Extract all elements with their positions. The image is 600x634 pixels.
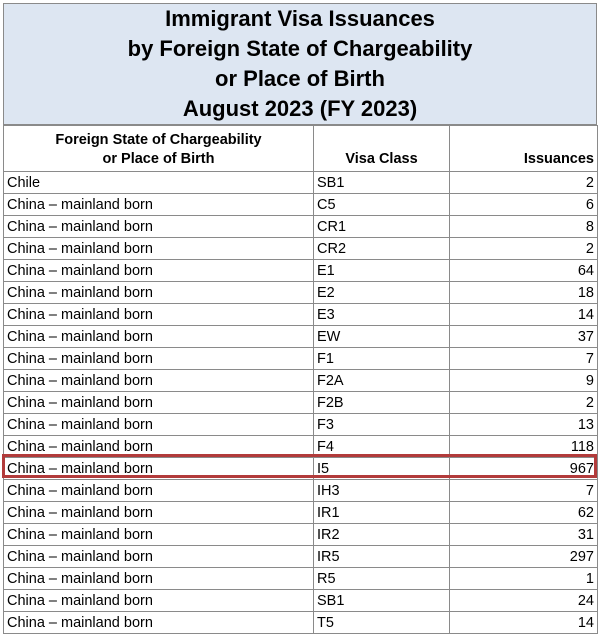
visa-class-cell: IR2 [313,523,450,546]
visa-class-cell: CR2 [313,237,450,260]
issuances-cell: 31 [449,523,598,546]
visa-class-cell: CR1 [313,215,450,238]
visa-class-cell: SB1 [313,171,450,194]
issuances-cell: 37 [449,325,598,348]
visa-class-cell: E3 [313,303,450,326]
table-row: China – mainland born C5 6 [3,193,598,216]
state-cell: China – mainland born [3,479,314,502]
visa-class-cell: SB1 [313,589,450,612]
title-line-2: by Foreign State of Chargeability [127,36,473,61]
visa-class-cell: F3 [313,413,450,436]
state-cell: China – mainland born [3,237,314,260]
visa-class-cell: T5 [313,611,450,634]
state-cell: China – mainland born [3,281,314,304]
table-row: China – mainland born F2B 2 [3,391,598,414]
table-row: China – mainland born IR2 31 [3,523,598,546]
state-cell: China – mainland born [3,193,314,216]
visa-class-cell: IR5 [313,545,450,568]
state-cell: China – mainland born [3,611,314,634]
header-state-line2: or Place of Birth [102,151,215,167]
table-row: China – mainland born T5 14 [3,611,598,634]
state-cell: China – mainland born [3,413,314,436]
header-issuances: Issuances [449,125,598,172]
issuance-table: Foreign State of Chargeability or Place … [3,125,598,634]
state-cell: China – mainland born [3,523,314,546]
title-block: Immigrant Visa Issuances by Foreign Stat… [3,3,597,125]
visa-class-cell: EW [313,325,450,348]
state-cell: China – mainland born [3,325,314,348]
table-row: China – mainland born F1 7 [3,347,598,370]
table-row: China – mainland born IR1 62 [3,501,598,524]
state-cell: China – mainland born [3,347,314,370]
issuances-cell: 967 [449,457,598,480]
visa-class-cell: I5 [313,457,450,480]
state-cell: China – mainland born [3,435,314,458]
state-cell: China – mainland born [3,589,314,612]
issuances-cell: 18 [449,281,598,304]
state-cell: China – mainland born [3,457,314,480]
table-row: China – mainland born E2 18 [3,281,598,304]
title-line-4: August 2023 (FY 2023) [182,96,418,121]
issuances-cell: 14 [449,303,598,326]
visa-class-cell: IR1 [313,501,450,524]
state-cell: Chile [3,171,314,194]
issuances-cell: 9 [449,369,598,392]
table-row: China – mainland born F4 118 [3,435,598,458]
visa-class-cell: C5 [313,193,450,216]
table-row: China – mainland born SB1 24 [3,589,598,612]
table-row: China – mainland born CR2 2 [3,237,598,260]
state-cell: China – mainland born [3,369,314,392]
visa-class-cell: R5 [313,567,450,590]
visa-class-cell: E2 [313,281,450,304]
table-row: China – mainland born E3 14 [3,303,598,326]
issuances-cell: 8 [449,215,598,238]
issuances-cell: 1 [449,567,598,590]
issuances-cell: 24 [449,589,598,612]
visa-class-cell: E1 [313,259,450,282]
state-cell: China – mainland born [3,259,314,282]
visa-class-cell: F2A [313,369,450,392]
issuances-cell: 13 [449,413,598,436]
header-row: Foreign State of Chargeability or Place … [3,125,598,172]
state-cell: China – mainland born [3,303,314,326]
table-row: China – mainland born EW 37 [3,325,598,348]
table-row: China – mainland born R5 1 [3,567,598,590]
issuances-cell: 2 [449,237,598,260]
issuances-cell: 2 [449,391,598,414]
title-line-1: Immigrant Visa Issuances [165,6,435,31]
table-row: China – mainland born I5 967 [3,457,598,480]
visa-class-cell: F4 [313,435,450,458]
visa-class-cell: F2B [313,391,450,414]
table-row: China – mainland born F2A 9 [3,369,598,392]
table-row: China – mainland born IH3 7 [3,479,598,502]
table-row: China – mainland born CR1 8 [3,215,598,238]
state-cell: China – mainland born [3,545,314,568]
title-line-3: or Place of Birth [215,66,385,91]
header-state-line1: Foreign State of Chargeability [55,132,262,148]
issuances-cell: 7 [449,479,598,502]
issuances-cell: 118 [449,435,598,458]
header-visa-class: Visa Class [313,125,450,172]
issuances-cell: 62 [449,501,598,524]
visa-class-cell: IH3 [313,479,450,502]
header-state: Foreign State of Chargeability or Place … [3,125,314,172]
state-cell: China – mainland born [3,391,314,414]
issuances-cell: 14 [449,611,598,634]
table-row: Chile SB1 2 [3,171,598,194]
table-body: Chile SB1 2 China – mainland born C5 6 China –… [3,171,598,634]
issuances-cell: 6 [449,193,598,216]
table-row: China – mainland born F3 13 [3,413,598,436]
issuances-cell: 297 [449,545,598,568]
visa-class-cell: F1 [313,347,450,370]
table-row: China – mainland born E1 64 [3,259,598,282]
table-row: China – mainland born IR5 297 [3,545,598,568]
state-cell: China – mainland born [3,501,314,524]
issuances-cell: 2 [449,171,598,194]
issuances-cell: 64 [449,259,598,282]
state-cell: China – mainland born [3,567,314,590]
state-cell: China – mainland born [3,215,314,238]
issuances-cell: 7 [449,347,598,370]
